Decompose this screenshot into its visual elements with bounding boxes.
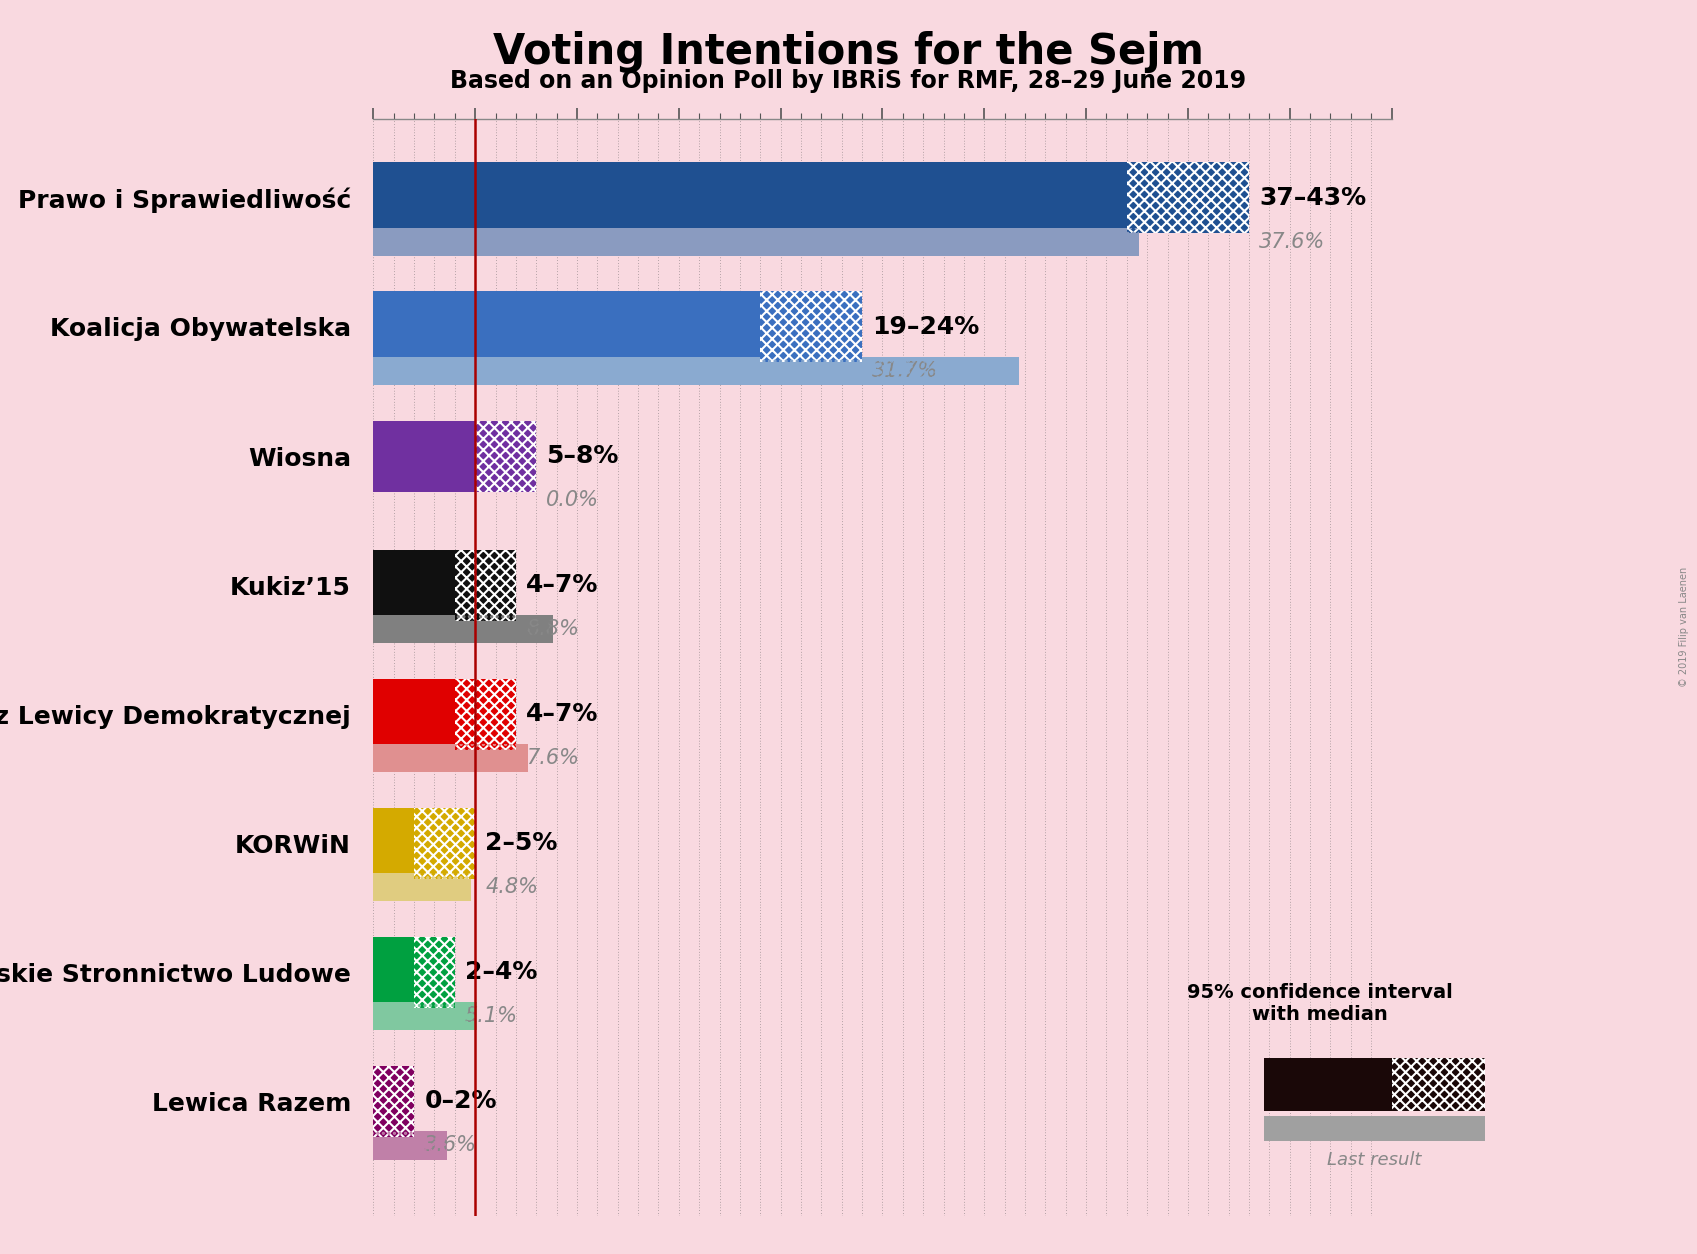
Bar xyxy=(373,614,553,643)
Bar xyxy=(373,227,1139,256)
Bar xyxy=(373,937,455,1008)
Text: 2–5%: 2–5% xyxy=(485,831,558,855)
Bar xyxy=(373,420,536,492)
Bar xyxy=(373,356,1018,385)
Bar xyxy=(373,873,472,902)
Bar xyxy=(373,808,475,879)
Text: 4–7%: 4–7% xyxy=(526,702,599,726)
Text: 19–24%: 19–24% xyxy=(872,315,979,339)
Text: 95% confidence interval
with median: 95% confidence interval with median xyxy=(1188,983,1453,1025)
Text: 37–43%: 37–43% xyxy=(1259,186,1366,209)
Bar xyxy=(373,1066,414,1137)
Bar xyxy=(373,291,862,362)
Bar xyxy=(373,1131,446,1160)
Bar xyxy=(373,873,472,902)
Bar xyxy=(1127,162,1249,233)
Bar xyxy=(475,420,536,492)
Bar xyxy=(455,678,516,750)
Bar xyxy=(414,937,455,1008)
Bar xyxy=(373,744,528,772)
Bar xyxy=(760,291,862,362)
Text: 37.6%: 37.6% xyxy=(1259,232,1325,252)
Text: 7.6%: 7.6% xyxy=(526,749,579,769)
Text: © 2019 Filip van Laenen: © 2019 Filip van Laenen xyxy=(1678,567,1689,687)
Text: 3.6%: 3.6% xyxy=(424,1135,477,1155)
Bar xyxy=(373,1002,477,1031)
Bar xyxy=(373,1066,414,1137)
Bar xyxy=(373,1131,446,1160)
Text: 5–8%: 5–8% xyxy=(546,444,619,468)
Bar xyxy=(373,356,1018,385)
Bar xyxy=(414,808,475,879)
Text: 0–2%: 0–2% xyxy=(424,1090,497,1114)
Bar xyxy=(373,678,516,750)
Bar xyxy=(373,744,528,772)
Text: Based on an Opinion Poll by IBRiS for RMF, 28–29 June 2019: Based on an Opinion Poll by IBRiS for RM… xyxy=(450,69,1247,93)
Text: 2–4%: 2–4% xyxy=(465,961,538,984)
Bar xyxy=(373,1002,477,1031)
Bar xyxy=(373,614,553,643)
Bar xyxy=(455,549,516,621)
Bar xyxy=(373,162,1249,233)
Text: 31.7%: 31.7% xyxy=(872,361,938,381)
Bar xyxy=(373,227,1139,256)
Text: Voting Intentions for the Sejm: Voting Intentions for the Sejm xyxy=(494,31,1203,73)
Text: 4.8%: 4.8% xyxy=(485,878,538,897)
Text: 0.0%: 0.0% xyxy=(546,490,599,510)
Text: 8.8%: 8.8% xyxy=(526,619,579,640)
Bar xyxy=(373,549,516,621)
Text: 4–7%: 4–7% xyxy=(526,573,599,597)
Text: 5.1%: 5.1% xyxy=(465,1006,518,1026)
Text: Last result: Last result xyxy=(1327,1151,1422,1169)
